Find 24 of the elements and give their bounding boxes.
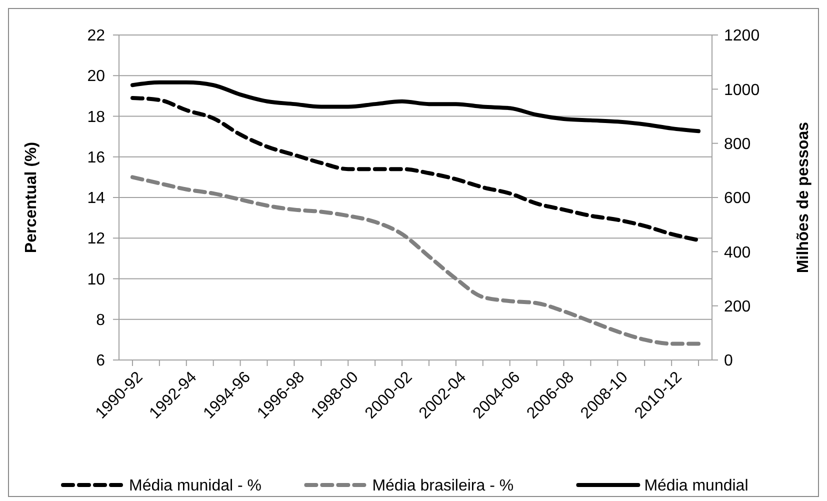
y-tick-label: 16: [87, 149, 106, 166]
y-tick-label: 8: [96, 312, 106, 329]
y2-tick-label: 400: [724, 244, 751, 262]
y2-tick-label: 200: [724, 298, 751, 316]
line-series: [130, 96, 701, 242]
y-tick-label: 14: [87, 190, 106, 208]
y2-tick-label: 600: [724, 190, 751, 208]
y2-tick-label: 1200: [724, 28, 760, 45]
y-tick-label: 18: [87, 108, 106, 126]
y2-tick-label: 1000: [724, 82, 760, 99]
legend-label: Média munidal - %: [129, 478, 262, 495]
y-tick-label: 20: [87, 68, 106, 86]
y2-axis-title: Milhões de pessoas: [795, 122, 812, 274]
y2-tick-label: 0: [724, 352, 733, 370]
y-tick-label: 10: [87, 271, 106, 288]
legend-label: Média mundial: [644, 478, 748, 495]
y-tick-label: 12: [87, 230, 106, 248]
y-tick-label: 6: [96, 352, 106, 370]
line-series: [130, 80, 701, 134]
y-tick-label: 22: [87, 28, 106, 45]
legend-label: Média brasileira - %: [372, 478, 514, 495]
line-series: [130, 175, 701, 346]
y2-tick-label: 800: [724, 136, 751, 153]
y-axis-title: Percentual (%): [23, 142, 40, 254]
